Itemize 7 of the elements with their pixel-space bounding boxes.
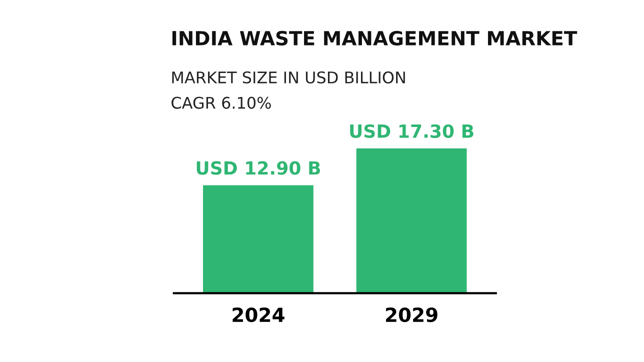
x-tick-label: 2029: [386, 307, 438, 322]
text: CAGR 6.10%: [172, 96, 271, 109]
data-label: USD 17.30 B: [350, 124, 474, 138]
data-label: USD 12.90 B: [196, 161, 320, 175]
x-tick-label: 2024: [232, 307, 284, 322]
chart-title: INDIA WASTE MANAGEMENT MARKET: [172, 30, 578, 46]
chart-subtitle: MARKET SIZE IN USD BILLION: [172, 71, 405, 84]
